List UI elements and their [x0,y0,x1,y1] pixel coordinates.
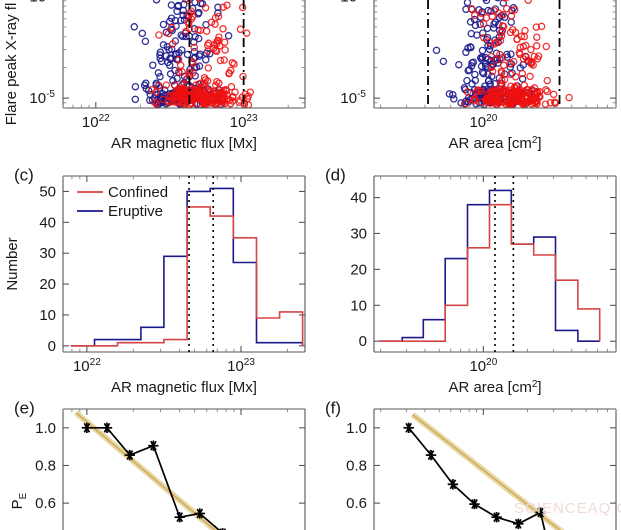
histogram-confined [70,206,304,347]
tick-label: 10-4 [29,0,55,5]
ytick-label: 50 [39,183,56,200]
svg-text:1022: 1022 [73,357,101,375]
panel-a-xlabel: AR magnetic flux [Mx] [111,135,257,152]
svg-text:10-5: 10-5 [29,89,55,107]
svg-text:10-4: 10-4 [29,0,55,5]
ytick-label: 10 [350,297,367,314]
tick-label: 10-5 [29,89,55,107]
axis-frame [373,0,617,109]
ytick-label: 1.0 [346,420,367,437]
ticks-f: 0.40.60.81.0 [346,409,617,512]
svg-text:10-4: 10-4 [340,0,366,5]
panel-f-label: (f) [325,398,341,417]
panel-d-label: (d) [325,165,346,184]
tick-label: 1022 [82,113,110,131]
tick-label: 10-5 [340,89,366,107]
panel-c-xlabel: AR magnetic flux [Mx] [111,379,257,396]
panel-a-ylabel: Flare peak X-ray fl [3,3,20,126]
ytick-label: 20 [350,261,367,278]
tick-label: 1022 [73,357,101,375]
svg-text:1020: 1020 [469,113,497,131]
ticks-d: 0 10 20 30 40 [350,176,617,352]
ticks-e: 0.40.60.81.0 [35,409,305,512]
panel-e-ylabel: PE [9,492,29,509]
watermark: SCIENCEAQ.COM [514,500,621,517]
pe-markers [403,422,546,530]
scatter-points-b [432,0,573,108]
fit-line [412,413,562,530]
fit-line [75,412,217,530]
ticks-c: 0 10 20 30 40 50 [39,176,305,355]
pe-curve [408,427,546,530]
ytick-label: 0 [359,333,367,350]
ytick-label: 0.8 [35,457,56,474]
histogram-eruptive [378,189,601,342]
ytick-label: 10 [39,307,56,324]
tick-label: 1023 [227,357,255,375]
fit-confidence-band [74,410,220,530]
tick-label: 1020 [469,113,497,131]
tick-label: 10-4 [340,0,366,5]
panel-c-ylabel: Number [4,237,21,290]
svg-text:1022: 1022 [82,113,110,131]
panel-b-xlabel: AR area [cm2] [448,135,541,152]
axis-frame [373,408,617,530]
axis-frame [62,408,306,530]
ytick-label: 0 [48,338,56,355]
tick-label: 1020 [469,357,497,375]
scatter-points-a [130,0,255,108]
ticks-a [62,0,305,109]
legend-label-eruptive: Eruptive [108,203,163,220]
ytick-label: 20 [39,276,56,293]
axis-frame [373,175,617,353]
ytick-label: 0.8 [346,457,367,474]
ytick-label: 0.6 [35,495,56,512]
ytick-label: 40 [39,214,56,231]
ytick-label: 0.6 [346,495,367,512]
ytick-label: 1.0 [35,420,56,437]
svg-text:1020: 1020 [469,357,497,375]
panel-e-label: (e) [14,398,35,417]
panel-c-label: (c) [14,165,34,184]
panel-d-xlabel: AR area [cm2] [448,379,541,396]
svg-text:1023: 1023 [230,113,258,131]
axis-frame [62,175,306,353]
histogram-confined [378,203,601,342]
ytick-label: 30 [39,245,56,262]
ytick-label: 30 [350,225,367,242]
axis-frame [62,0,306,109]
ytick-label: 40 [350,190,367,207]
ticks-b [374,0,617,109]
svg-text:10-5: 10-5 [340,89,366,107]
svg-text:1023: 1023 [227,357,255,375]
tick-label: 1023 [230,113,258,131]
legend-label-confined: Confined [108,184,168,201]
